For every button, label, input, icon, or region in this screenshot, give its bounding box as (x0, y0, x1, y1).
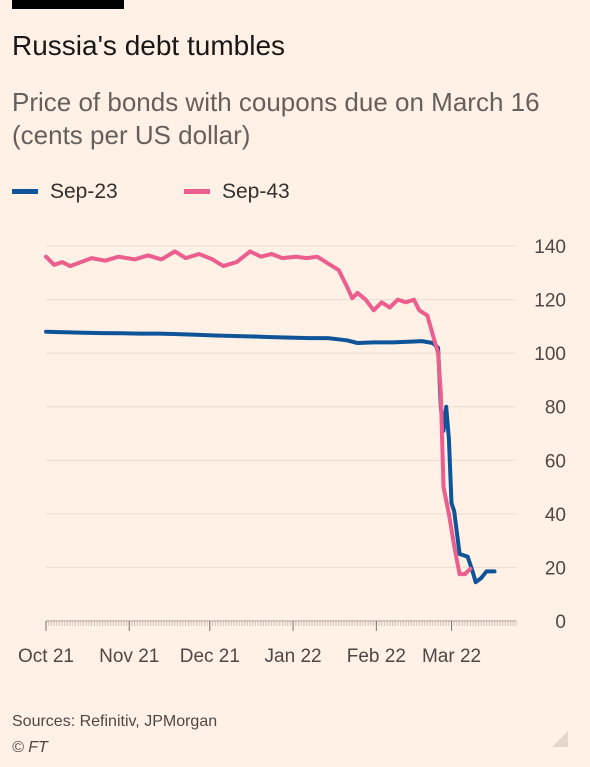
series-line-sep-23 (44, 329, 497, 585)
x-tick-label: Nov 21 (99, 646, 159, 667)
brand-bar (12, 0, 124, 9)
x-tick-label: Dec 21 (180, 646, 240, 667)
chart-title: Russia's debt tumbles (12, 30, 286, 61)
y-tick-label: 140 (534, 237, 566, 258)
legend-label-sep-23: Sep-23 (50, 180, 118, 203)
series-line-sep-43 (44, 249, 473, 577)
corner-fold-icon (552, 731, 568, 747)
copyright-credit: © FT (12, 739, 48, 756)
y-tick-label: 120 (534, 291, 566, 312)
source-note: Sources: Refinitiv, JPMorgan (12, 713, 218, 730)
chart-subtitle: Price of bonds with coupons due on March… (12, 87, 540, 150)
x-tick-label: Oct 21 (18, 646, 74, 667)
y-tick-label: 0 (555, 612, 566, 633)
y-tick-label: 80 (545, 398, 566, 419)
y-tick-label: 100 (534, 344, 566, 365)
y-tick-label: 60 (545, 451, 566, 472)
legend-swatch-sep-43 (184, 189, 210, 194)
y-tick-label: 40 (545, 505, 566, 526)
x-tick-label: Jan 22 (265, 646, 322, 667)
y-tick-label: 20 (545, 558, 566, 579)
line-chart: 0 20 40 60 80 100 120 140 Oct 21 Nov 21 Dec 21 Jan … (18, 237, 566, 667)
x-tick-label: Feb 22 (347, 646, 406, 667)
x-tick-label: Mar 22 (422, 646, 481, 667)
legend-label-sep-43: Sep-43 (222, 180, 290, 203)
legend-swatch-sep-23 (12, 189, 38, 194)
